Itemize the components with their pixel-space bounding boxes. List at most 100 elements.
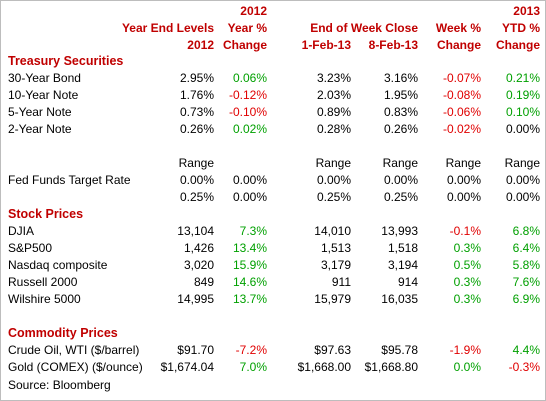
week-change-value: 0.00% xyxy=(446,173,481,187)
table-row: DJIA 13,104 7.3% 14,010 13,993 -0.1% 6.8… xyxy=(1,223,545,240)
table-row: S&P500 1,426 13.4% 1,513 1,518 0.3% 6.4% xyxy=(1,240,545,257)
close-8-feb-value: 16,035 xyxy=(381,292,418,306)
year-change-value: 14.6% xyxy=(232,275,267,289)
close-8-feb-value: 0.83% xyxy=(383,105,418,119)
section-title-commodities: Commodity Prices xyxy=(8,326,118,340)
close-8-feb-value: 3,194 xyxy=(387,258,418,272)
close-1-feb-value: 0.00% xyxy=(316,173,351,187)
close-1-feb-value: 0.89% xyxy=(316,105,351,119)
year-change-value: 7.0% xyxy=(239,360,267,374)
ytd-change-value: 0.21% xyxy=(505,71,540,85)
table-row: Gold (COMEX) ($/ounce) $1,674.04 7.0% $1… xyxy=(1,359,545,376)
year-end-value: 1.76% xyxy=(179,88,214,102)
header-row-3: 2012 Change 1-Feb-13 8-Feb-13 Change Cha… xyxy=(1,37,545,54)
ytd-change-value: 0.00% xyxy=(505,190,540,204)
close-8-feb-value: 0.00% xyxy=(383,173,418,187)
week-change-value: -0.1% xyxy=(449,224,481,238)
week-change-value: 0.5% xyxy=(453,258,481,272)
table-row: 2-Year Note 0.26% 0.02% 0.28% 0.26% -0.0… xyxy=(1,121,545,138)
table-row: Russell 2000 849 14.6% 911 914 0.3% 7.6% xyxy=(1,274,545,291)
header-year-end-levels: Year End Levels xyxy=(121,21,214,35)
row-label: Nasdaq composite xyxy=(8,258,108,272)
year-end-value: 1,426 xyxy=(183,241,214,255)
range-label: Range xyxy=(382,156,418,170)
year-change-value: 13.4% xyxy=(232,241,267,255)
header-row-2: Year End Levels Year % End of Week Close… xyxy=(1,20,545,37)
header-end-of-week-close: End of Week Close xyxy=(310,21,418,35)
close-1-feb-value: 0.25% xyxy=(316,190,351,204)
table-row: Crude Oil, WTI ($/barrel) $91.70 -7.2% $… xyxy=(1,342,545,359)
header-col-week-change: Change xyxy=(436,38,481,52)
close-1-feb-value: $1,668.00 xyxy=(297,360,351,374)
year-change-value: -0.10% xyxy=(228,105,267,119)
ytd-change-value: 6.4% xyxy=(512,241,540,255)
year-end-value: 0.73% xyxy=(179,105,214,119)
row-label: 10-Year Note xyxy=(8,88,79,102)
close-8-feb-value: 3.16% xyxy=(383,71,418,85)
close-8-feb-value: 0.26% xyxy=(383,122,418,136)
source-row: Source: Bloomberg xyxy=(1,377,545,394)
year-end-value: 2.95% xyxy=(179,71,214,85)
header-col-8-feb-13: 8-Feb-13 xyxy=(368,38,418,52)
row-label: S&P500 xyxy=(8,241,53,255)
ytd-change-value: 0.00% xyxy=(505,173,540,187)
source-note: Source: Bloomberg xyxy=(8,378,111,392)
year-change-value: 15.9% xyxy=(232,258,267,272)
week-change-value: 0.3% xyxy=(453,275,481,289)
close-8-feb-value: 13,993 xyxy=(381,224,418,238)
ytd-change-value: 4.4% xyxy=(512,343,540,357)
ytd-change-value: 6.9% xyxy=(512,292,540,306)
row-label: 5-Year Note xyxy=(8,105,72,119)
close-8-feb-value: $95.78 xyxy=(381,343,418,357)
year-change-value: 0.00% xyxy=(232,190,267,204)
section-title-row: Stock Prices xyxy=(1,206,545,223)
week-change-value: 0.00% xyxy=(446,190,481,204)
year-end-value: 13,104 xyxy=(177,224,214,238)
ytd-change-value: 0.19% xyxy=(505,88,540,102)
close-1-feb-value: 3.23% xyxy=(316,71,351,85)
section-title-treasury: Treasury Securities xyxy=(8,54,124,68)
table-row: Fed Funds Target Rate 0.00% 0.00% 0.00% … xyxy=(1,172,545,189)
range-label: Range xyxy=(445,156,481,170)
row-label: Gold (COMEX) ($/ounce) xyxy=(8,360,143,374)
range-label: Range xyxy=(504,156,540,170)
week-change-value: -0.08% xyxy=(442,88,481,102)
week-change-value: -0.07% xyxy=(442,71,481,85)
row-label: DJIA xyxy=(8,224,35,238)
year-end-value: 0.00% xyxy=(179,173,214,187)
header-week-pct: Week % xyxy=(435,21,481,35)
table-row: 30-Year Bond 2.95% 0.06% 3.23% 3.16% -0.… xyxy=(1,70,545,87)
row-label: Crude Oil, WTI ($/barrel) xyxy=(8,343,140,357)
range-header-row: Range Range Range Range Range xyxy=(1,155,545,172)
close-1-feb-value: 1,513 xyxy=(320,241,351,255)
ytd-change-value: 6.8% xyxy=(512,224,540,238)
year-end-value: 3,020 xyxy=(183,258,214,272)
section-title-row: Treasury Securities xyxy=(1,53,545,70)
header-year-2012: 2012 xyxy=(240,4,267,18)
year-change-value: 0.06% xyxy=(232,71,267,85)
week-change-value: 0.0% xyxy=(453,360,481,374)
close-8-feb-value: $1,668.80 xyxy=(364,360,418,374)
close-8-feb-value: 0.25% xyxy=(383,190,418,204)
table-row: Nasdaq composite 3,020 15.9% 3,179 3,194… xyxy=(1,257,545,274)
header-year-pct: Year % xyxy=(227,21,267,35)
year-end-value: 14,995 xyxy=(177,292,214,306)
table-row: Wilshire 5000 14,995 13.7% 15,979 16,035… xyxy=(1,291,545,308)
section-title-row: Commodity Prices xyxy=(1,325,545,342)
year-end-value: $1,674.04 xyxy=(160,360,214,374)
header-year-2013: 2013 xyxy=(513,4,540,18)
year-end-value: 849 xyxy=(193,275,214,289)
close-1-feb-value: 2.03% xyxy=(316,88,351,102)
year-change-value: -0.12% xyxy=(228,88,267,102)
row-label: Russell 2000 xyxy=(8,275,78,289)
week-change-value: 0.3% xyxy=(453,292,481,306)
close-1-feb-value: $97.63 xyxy=(314,343,351,357)
ytd-change-value: 0.10% xyxy=(505,105,540,119)
header-col-ytd-change: Change xyxy=(495,38,540,52)
ytd-change-value: 7.6% xyxy=(512,275,540,289)
header-col-2012: 2012 xyxy=(187,38,214,52)
week-change-value: 0.3% xyxy=(453,241,481,255)
header-col-1-feb-13: 1-Feb-13 xyxy=(301,38,351,52)
section-title-stocks: Stock Prices xyxy=(8,207,84,221)
week-change-value: -0.02% xyxy=(442,122,481,136)
